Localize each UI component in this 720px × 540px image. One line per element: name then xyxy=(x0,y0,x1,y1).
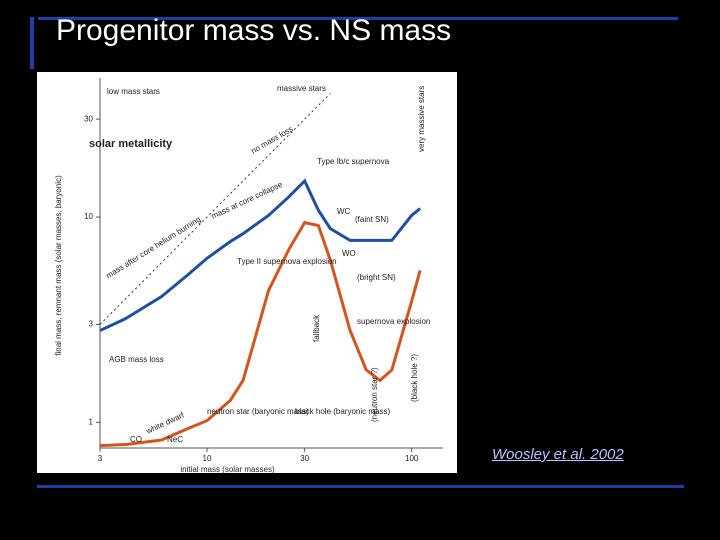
bottom-rule xyxy=(37,485,684,488)
annotation: supernova explosion xyxy=(357,317,430,326)
annotation: neutron star (baryonic mass) xyxy=(207,407,309,416)
annotation: Type Ib/c supernova xyxy=(317,157,390,166)
series-line xyxy=(99,93,331,325)
x-tick-label: 30 xyxy=(300,454,309,463)
top-rule xyxy=(38,17,678,20)
annotation: very massive stars xyxy=(417,86,426,152)
annotation: (faint SN) xyxy=(355,215,389,224)
annotation: massive stars xyxy=(277,84,326,93)
annotation: (neutron star ?) xyxy=(370,367,379,422)
annotation: NeC xyxy=(167,435,183,444)
annotation: no mass loss xyxy=(250,124,295,155)
slide-title: Progenitor mass vs. NS mass xyxy=(56,14,452,47)
annotation: WC xyxy=(337,207,351,216)
annotation: low mass stars xyxy=(107,87,160,96)
annotation: fallback xyxy=(312,314,321,342)
x-tick-label: 100 xyxy=(405,454,419,463)
x-tick-label: 10 xyxy=(203,454,212,463)
annotation: (bright SN) xyxy=(357,273,396,282)
y-tick-label: 30 xyxy=(84,114,93,123)
left-bar xyxy=(30,17,34,69)
series-line xyxy=(99,178,422,332)
annotation: CO xyxy=(130,435,142,444)
series-line xyxy=(99,220,422,448)
y-tick-label: 3 xyxy=(89,320,94,329)
annotation: black hole (baryonic mass) xyxy=(295,407,390,416)
x-tick-label: 3 xyxy=(98,454,103,463)
annotation: (black hole ?) xyxy=(410,354,419,402)
citation[interactable]: Woosley et al. 2002 xyxy=(492,446,624,463)
annotation: Type II supernova explosion xyxy=(237,257,337,266)
y-tick-label: 1 xyxy=(89,417,94,426)
x-axis-label: initial mass (solar masses) xyxy=(180,465,275,473)
y-axis-label: final mass, remnant mass (solar masses, … xyxy=(54,175,63,356)
y-tick-label: 10 xyxy=(84,212,93,221)
annotation: AGB mass loss xyxy=(109,355,164,364)
chart: 3 10 30 100 1 3 10 30 initial mass (solar masses… xyxy=(37,72,457,473)
annotation: solar metallicity xyxy=(89,138,173,150)
annotation: WO xyxy=(342,249,356,258)
annotation: mass at core collapse xyxy=(210,180,284,221)
